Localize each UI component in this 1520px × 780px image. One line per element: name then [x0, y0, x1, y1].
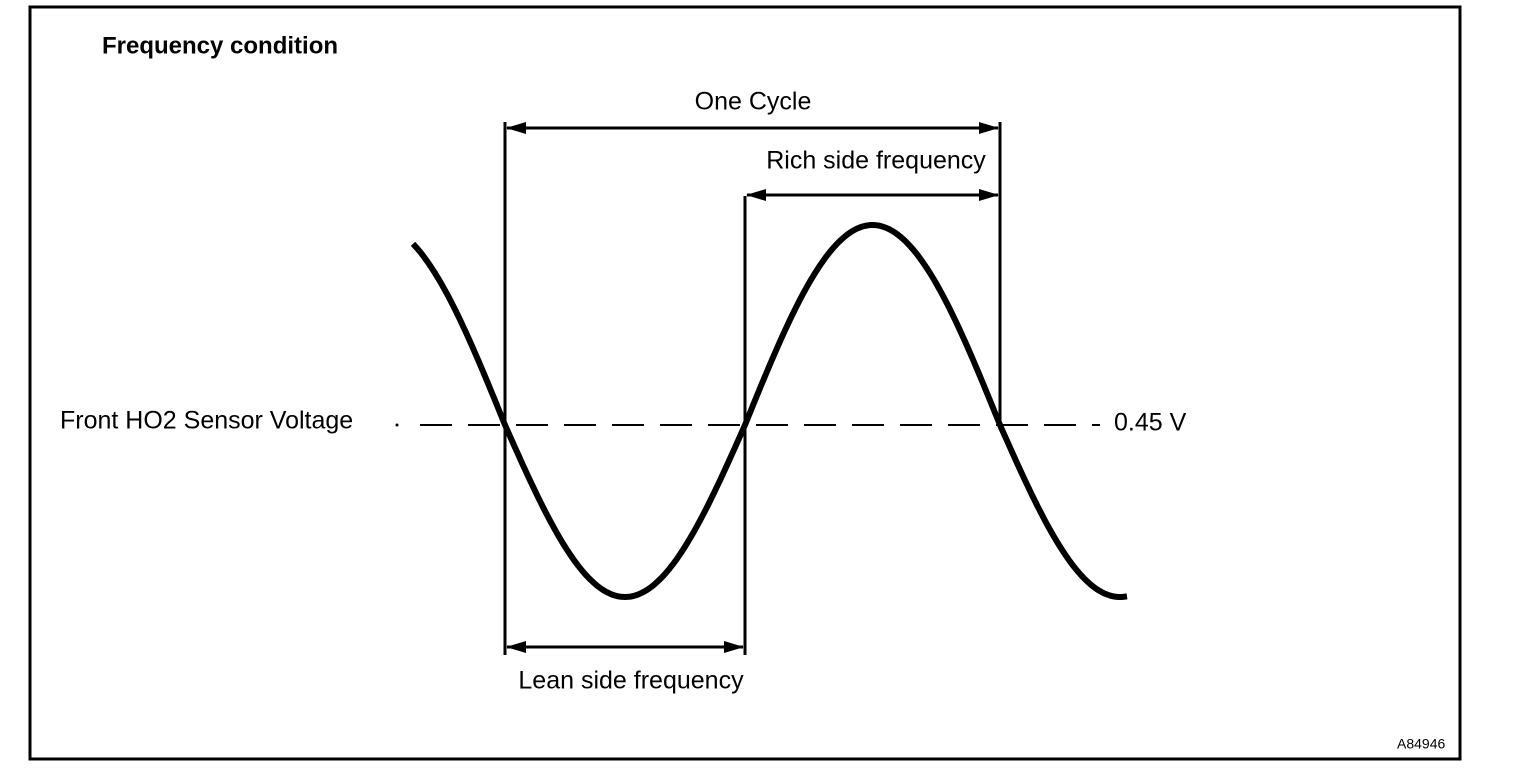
threshold-label: 0.45 V — [1114, 409, 1187, 437]
frame — [28, 5, 1462, 761]
leader-dot — [395, 423, 399, 427]
sensor-wave — [410, 222, 1128, 601]
sensor-label: Front HO2 Sensor Voltage — [60, 407, 353, 435]
title: Frequency condition — [102, 32, 338, 59]
rich-label: Rich side frequency — [766, 147, 986, 175]
one-cycle-label: One Cycle — [695, 88, 812, 116]
lean-label: Lean side frequency — [518, 667, 744, 695]
figure-id: A84946 — [1397, 736, 1445, 752]
